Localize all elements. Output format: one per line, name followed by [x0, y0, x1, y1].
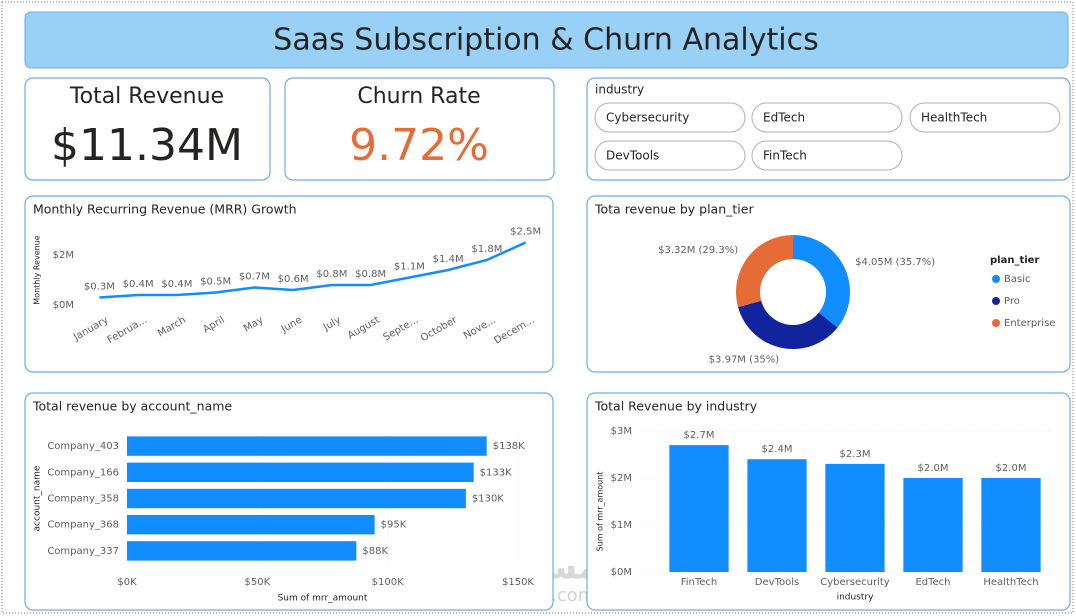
- bar: [127, 436, 487, 456]
- kpi-label: Total Revenue: [69, 84, 224, 109]
- legend-marker: [992, 319, 1000, 327]
- slicer-item-label[interactable]: DevTools: [606, 149, 659, 163]
- slicer-item-label[interactable]: Cybersecurity: [606, 111, 689, 125]
- y-tick-label: $2M: [53, 250, 74, 261]
- data-label: $2.7M: [684, 430, 715, 441]
- kpi-value: 9.72%: [349, 120, 489, 171]
- data-label: $130K: [472, 494, 504, 505]
- y-tick-label: $0M: [611, 567, 632, 578]
- data-label: $4.05M (35.7%): [855, 257, 935, 268]
- data-label: $0.3M: [84, 282, 115, 293]
- x-tick-label: $150K: [502, 577, 534, 588]
- kpi-card: [284, 77, 555, 181]
- data-label: $3.97M (35%): [709, 355, 780, 366]
- chart-title: Total Revenue by industry: [594, 399, 758, 414]
- dashboard-title: Saas Subscription & Churn Analytics: [273, 23, 818, 58]
- legend-marker: [992, 297, 1000, 305]
- slicer-item-label[interactable]: FinTech: [763, 149, 807, 163]
- slicer-item[interactable]: [594, 102, 746, 133]
- data-label: $1.8M: [471, 244, 502, 255]
- slicer-item[interactable]: [909, 102, 1061, 133]
- donut-slice: [738, 300, 838, 350]
- kpi-card: [24, 77, 271, 181]
- bar: [747, 459, 807, 572]
- donut-slice: [736, 235, 793, 308]
- chart-title: Total revenue by account_name: [32, 399, 232, 414]
- y-tick-label: Company_166: [47, 467, 119, 478]
- chart-title: Tota revenue by plan_tier: [594, 202, 754, 217]
- legend-label: Enterprise: [1004, 318, 1055, 329]
- slicer-item-label[interactable]: EdTech: [763, 111, 805, 125]
- data-label: $0.8M: [316, 269, 347, 280]
- legend-title: plan_tier: [990, 255, 1039, 266]
- y-axis-label: Monthly Revenue: [33, 235, 42, 304]
- data-label: $1.4M: [433, 254, 464, 265]
- y-tick-label: Company_358: [47, 494, 119, 505]
- legend-label: Basic: [1004, 274, 1030, 285]
- slicer-item[interactable]: [751, 140, 903, 171]
- data-label: $0.8M: [355, 269, 386, 280]
- y-tick-label: $1M: [611, 520, 632, 531]
- y-tick-label: Company_403: [47, 441, 119, 452]
- data-label: $2.0M: [996, 463, 1027, 474]
- data-label: $138K: [493, 441, 525, 452]
- bar: [127, 462, 474, 482]
- x-tick-label: $0K: [117, 577, 137, 588]
- y-tick-label: $2M: [611, 473, 632, 484]
- bar: [981, 478, 1041, 572]
- x-tick-label: DevTools: [755, 577, 799, 588]
- bar: [669, 445, 729, 572]
- slicer-item[interactable]: [594, 140, 746, 171]
- slicer-item-label[interactable]: HealthTech: [921, 111, 987, 125]
- kpi-value: $11.34M: [51, 120, 243, 171]
- bar: [825, 463, 885, 572]
- y-tick-label: Company_337: [47, 546, 119, 557]
- data-label: $2.0M: [918, 463, 949, 474]
- bar: [903, 478, 963, 572]
- data-label: $0.5M: [200, 277, 231, 288]
- y-tick-label: $3M: [611, 426, 632, 437]
- data-label: $2.3M: [840, 449, 871, 460]
- legend-label: Pro: [1004, 296, 1020, 307]
- data-label: $88K: [362, 546, 388, 557]
- kpi-label: Churn Rate: [357, 84, 480, 109]
- slicer-title: industry: [595, 83, 644, 97]
- y-axis-label: Sum of mrr_amount: [596, 472, 605, 552]
- data-label: $0.6M: [278, 274, 309, 285]
- x-tick-label: FinTech: [681, 577, 718, 588]
- chart-title: Monthly Recurring Revenue (MRR) Growth: [33, 202, 297, 217]
- x-tick-label: EdTech: [915, 577, 950, 588]
- data-label: $2.4M: [762, 444, 793, 455]
- x-tick-label: HealthTech: [983, 577, 1038, 588]
- header-banner: [24, 11, 1069, 69]
- data-label: $0.4M: [123, 279, 154, 290]
- legend-marker: [992, 275, 1000, 283]
- slicer-item[interactable]: [751, 102, 903, 133]
- x-axis-label: industry: [837, 593, 875, 603]
- x-tick-label: $50K: [245, 577, 271, 588]
- x-axis-label: Sum of mrr_amount: [278, 594, 368, 604]
- donut-slice: [793, 235, 850, 328]
- data-label: $0.4M: [161, 279, 192, 290]
- y-tick-label: Company_368: [47, 520, 119, 531]
- bar: [127, 541, 357, 561]
- y-axis-label: account_name: [33, 465, 43, 531]
- data-label: $0.7M: [239, 272, 270, 283]
- bar: [127, 515, 375, 535]
- chart-panel: [24, 195, 554, 373]
- data-label: $133K: [480, 467, 512, 478]
- line: [99, 241, 527, 299]
- data-label: $3.32M (29.3%): [658, 245, 738, 256]
- data-label: $1.1M: [394, 262, 425, 273]
- x-tick-label: Cybersecurity: [820, 577, 890, 588]
- data-label: $95K: [381, 520, 407, 531]
- bar: [127, 488, 466, 509]
- data-label: $2.5M: [510, 227, 541, 238]
- x-tick-label: $100K: [372, 577, 404, 588]
- y-tick-label: $0M: [53, 300, 74, 311]
